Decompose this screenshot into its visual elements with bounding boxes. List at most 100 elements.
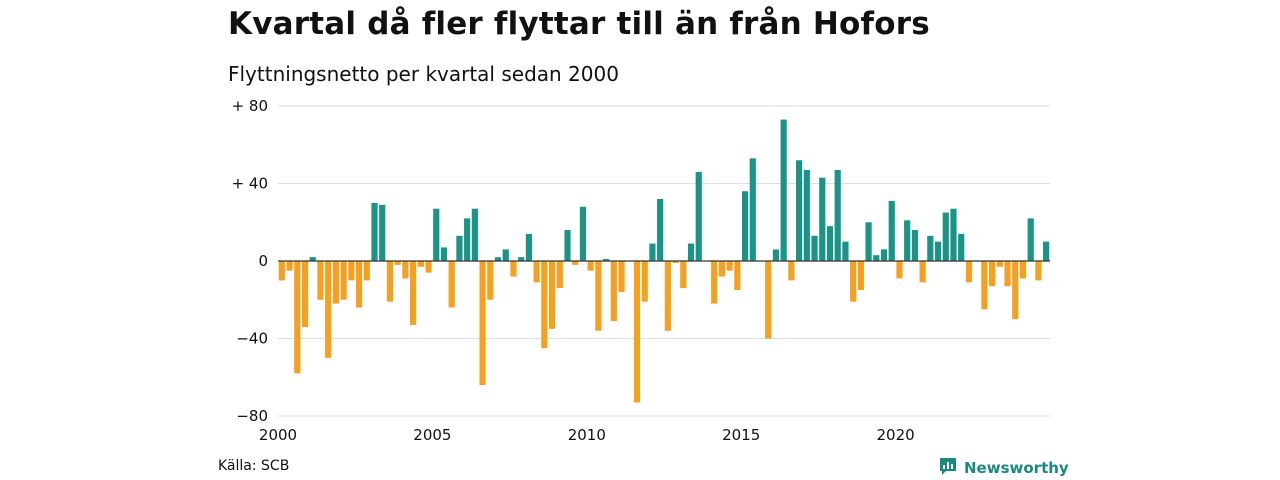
bar: [440, 247, 448, 261]
bar: [548, 261, 556, 329]
bar: [803, 169, 810, 261]
newsworthy-name: Newsworthy: [964, 459, 1069, 477]
bar: [942, 212, 949, 261]
bar: [911, 230, 918, 261]
bar: [348, 261, 355, 281]
x-tick-label: 2010: [568, 426, 606, 444]
bar: [325, 261, 332, 358]
bar: [749, 158, 756, 261]
bar: [657, 199, 664, 261]
chart-subtitle: Flyttningsnetto per kvartal sedan 2000: [228, 62, 619, 86]
x-tick-label: 2005: [413, 426, 451, 444]
bar: [317, 261, 324, 300]
y-axis-labels: + 80 + 40 0 −40 −80: [232, 97, 268, 425]
newsworthy-logo-icon: [938, 456, 958, 480]
bar: [386, 261, 394, 302]
bar: [880, 249, 888, 262]
bar: [479, 261, 486, 385]
bar: [842, 241, 849, 262]
y-tick-label: 0: [258, 252, 268, 270]
y-tick-label: + 80: [232, 97, 268, 115]
bar: [765, 261, 772, 339]
bar: [950, 208, 957, 261]
bar: [996, 261, 1003, 267]
bar: [896, 261, 903, 279]
bar: [904, 220, 911, 261]
x-tick-label: 2000: [259, 426, 297, 444]
y-tick-label: + 40: [232, 175, 268, 193]
bar: [541, 261, 548, 349]
grid-lines: [278, 105, 1050, 417]
bar: [618, 261, 625, 292]
bar: [649, 243, 656, 261]
bar: [772, 249, 780, 262]
bar: [741, 191, 749, 261]
bar: [965, 261, 973, 283]
bar: [687, 243, 695, 261]
bar: [309, 257, 316, 262]
bar: [1027, 218, 1034, 262]
bar: [873, 255, 880, 261]
bar: [695, 171, 702, 262]
newsworthy-brand[interactable]: Newsworthy: [938, 456, 1069, 480]
bar: [641, 261, 648, 302]
bar: [301, 261, 309, 327]
bars: [278, 119, 1050, 403]
bar: [417, 261, 424, 267]
bar: [518, 257, 525, 262]
bar: [726, 261, 733, 271]
bar: [834, 169, 841, 261]
bar: [332, 261, 339, 304]
bar: [857, 261, 864, 291]
bar: [734, 261, 741, 291]
bar: [1019, 261, 1027, 279]
bar: [788, 261, 795, 281]
x-axis-labels: 2000 2005 2010 2015 2020: [259, 426, 915, 444]
bar: [510, 261, 517, 277]
bar: [934, 241, 942, 262]
bar: [572, 261, 579, 265]
bar: [363, 261, 370, 281]
bar: [402, 261, 409, 279]
bar: [533, 261, 540, 283]
bar: [888, 200, 895, 261]
bar: [355, 261, 363, 308]
bar: [664, 261, 671, 331]
chart-title: Kvartal då fler flyttar till än från Hof…: [228, 6, 930, 42]
bar: [680, 261, 687, 289]
bar: [819, 177, 826, 261]
bar: [958, 233, 965, 262]
bar: [919, 261, 926, 283]
bar: [595, 261, 602, 331]
bar: [1035, 261, 1042, 281]
bar: [587, 261, 594, 271]
bar: [718, 261, 725, 277]
bar: [865, 222, 872, 261]
bar: [564, 230, 571, 261]
bar: [811, 235, 818, 261]
bar: [464, 218, 471, 262]
bar: [927, 235, 934, 261]
bar: [1004, 261, 1011, 287]
bar: [826, 226, 834, 262]
bar: [633, 261, 641, 403]
bar: [410, 261, 417, 325]
x-tick-label: 2015: [722, 426, 760, 444]
bar: [394, 261, 401, 265]
y-tick-label: −40: [236, 330, 268, 348]
bar: [433, 208, 440, 261]
bar: [448, 261, 455, 308]
bar: [294, 261, 301, 374]
bar: [780, 119, 787, 261]
bar: [487, 261, 494, 300]
bar: [525, 233, 532, 262]
bar: [556, 261, 563, 289]
bar: [379, 204, 386, 261]
bar: [711, 261, 718, 304]
bar: [796, 160, 803, 261]
bar: [286, 261, 293, 271]
bar: [981, 261, 988, 310]
source-note: Källa: SCB: [218, 458, 290, 474]
bar: [494, 257, 502, 262]
